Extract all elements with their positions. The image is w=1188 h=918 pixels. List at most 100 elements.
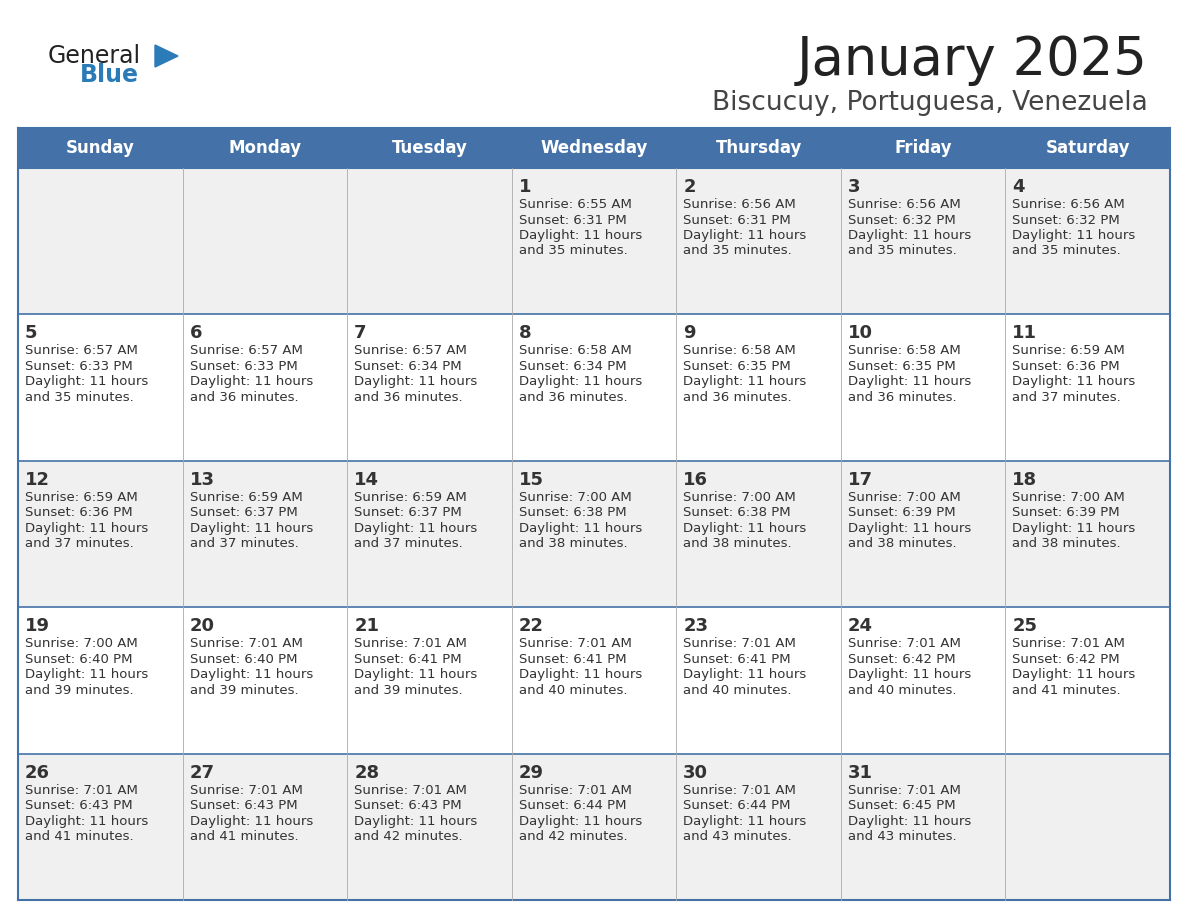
Text: Sunrise: 6:55 AM: Sunrise: 6:55 AM (519, 198, 632, 211)
Text: and 41 minutes.: and 41 minutes. (1012, 684, 1121, 697)
Bar (18, 128, 1170, 168)
Text: 5: 5 (25, 324, 38, 342)
Text: Sunset: 6:42 PM: Sunset: 6:42 PM (848, 653, 955, 666)
Text: and 42 minutes.: and 42 minutes. (354, 830, 463, 843)
Text: Sunrise: 6:58 AM: Sunrise: 6:58 AM (683, 344, 796, 357)
Text: Sunrise: 6:56 AM: Sunrise: 6:56 AM (1012, 198, 1125, 211)
Text: Sunrise: 7:01 AM: Sunrise: 7:01 AM (683, 784, 796, 797)
Text: and 38 minutes.: and 38 minutes. (1012, 537, 1121, 550)
Text: Daylight: 11 hours: Daylight: 11 hours (190, 521, 312, 535)
Text: Sunrise: 7:01 AM: Sunrise: 7:01 AM (683, 637, 796, 650)
Text: Daylight: 11 hours: Daylight: 11 hours (25, 521, 148, 535)
Text: Sunrise: 6:58 AM: Sunrise: 6:58 AM (519, 344, 632, 357)
Bar (18, 168, 1170, 314)
Text: Sunset: 6:33 PM: Sunset: 6:33 PM (25, 360, 133, 373)
Text: Sunrise: 6:56 AM: Sunrise: 6:56 AM (848, 198, 961, 211)
Text: Sunset: 6:40 PM: Sunset: 6:40 PM (25, 653, 133, 666)
Text: Sunset: 6:35 PM: Sunset: 6:35 PM (683, 360, 791, 373)
Text: and 38 minutes.: and 38 minutes. (848, 537, 956, 550)
Text: 6: 6 (190, 324, 202, 342)
Text: and 36 minutes.: and 36 minutes. (190, 391, 298, 404)
Text: 4: 4 (1012, 178, 1025, 196)
Text: Daylight: 11 hours: Daylight: 11 hours (25, 668, 148, 681)
Text: Thursday: Thursday (715, 139, 802, 157)
Text: and 36 minutes.: and 36 minutes. (519, 391, 627, 404)
Text: Biscucuy, Portuguesa, Venezuela: Biscucuy, Portuguesa, Venezuela (713, 90, 1148, 116)
Text: and 37 minutes.: and 37 minutes. (354, 537, 463, 550)
Text: Daylight: 11 hours: Daylight: 11 hours (848, 375, 971, 388)
Text: Sunrise: 7:01 AM: Sunrise: 7:01 AM (848, 637, 961, 650)
Text: Saturday: Saturday (1045, 139, 1130, 157)
Text: Daylight: 11 hours: Daylight: 11 hours (1012, 521, 1136, 535)
Polygon shape (154, 45, 178, 67)
Bar (18, 461, 1170, 607)
Text: Daylight: 11 hours: Daylight: 11 hours (190, 375, 312, 388)
Text: Daylight: 11 hours: Daylight: 11 hours (25, 375, 148, 388)
Text: and 35 minutes.: and 35 minutes. (683, 244, 792, 258)
Text: Sunrise: 6:59 AM: Sunrise: 6:59 AM (354, 491, 467, 504)
Text: 29: 29 (519, 764, 544, 781)
Text: General: General (48, 44, 141, 68)
Text: Sunrise: 7:00 AM: Sunrise: 7:00 AM (1012, 491, 1125, 504)
Text: and 40 minutes.: and 40 minutes. (848, 684, 956, 697)
Text: Sunday: Sunday (65, 139, 134, 157)
Text: Sunrise: 7:01 AM: Sunrise: 7:01 AM (190, 637, 303, 650)
Text: Sunset: 6:36 PM: Sunset: 6:36 PM (25, 507, 133, 520)
Text: Daylight: 11 hours: Daylight: 11 hours (683, 814, 807, 828)
Text: and 41 minutes.: and 41 minutes. (25, 830, 133, 843)
Text: Sunrise: 7:01 AM: Sunrise: 7:01 AM (848, 784, 961, 797)
Text: 17: 17 (848, 471, 873, 488)
Text: Daylight: 11 hours: Daylight: 11 hours (683, 229, 807, 242)
Text: and 35 minutes.: and 35 minutes. (848, 244, 956, 258)
Text: Daylight: 11 hours: Daylight: 11 hours (1012, 668, 1136, 681)
Text: and 39 minutes.: and 39 minutes. (25, 684, 133, 697)
Text: Daylight: 11 hours: Daylight: 11 hours (354, 521, 478, 535)
Text: Sunset: 6:40 PM: Sunset: 6:40 PM (190, 653, 297, 666)
Text: Daylight: 11 hours: Daylight: 11 hours (354, 814, 478, 828)
Text: and 39 minutes.: and 39 minutes. (190, 684, 298, 697)
Text: 9: 9 (683, 324, 696, 342)
Text: 31: 31 (848, 764, 873, 781)
Text: Sunset: 6:41 PM: Sunset: 6:41 PM (354, 653, 462, 666)
Text: Sunrise: 7:00 AM: Sunrise: 7:00 AM (519, 491, 632, 504)
Text: Friday: Friday (895, 139, 952, 157)
Text: and 37 minutes.: and 37 minutes. (190, 537, 298, 550)
Text: 1: 1 (519, 178, 531, 196)
Text: Sunset: 6:42 PM: Sunset: 6:42 PM (1012, 653, 1120, 666)
Text: Sunrise: 7:01 AM: Sunrise: 7:01 AM (354, 637, 467, 650)
Text: Sunset: 6:35 PM: Sunset: 6:35 PM (848, 360, 955, 373)
Text: January 2025: January 2025 (797, 34, 1148, 86)
Text: Daylight: 11 hours: Daylight: 11 hours (519, 814, 642, 828)
Text: Daylight: 11 hours: Daylight: 11 hours (519, 229, 642, 242)
Text: Sunrise: 7:01 AM: Sunrise: 7:01 AM (519, 784, 632, 797)
Text: Sunrise: 7:01 AM: Sunrise: 7:01 AM (519, 637, 632, 650)
Text: and 38 minutes.: and 38 minutes. (683, 537, 792, 550)
Text: Daylight: 11 hours: Daylight: 11 hours (190, 814, 312, 828)
Text: 25: 25 (1012, 617, 1037, 635)
Text: Sunset: 6:37 PM: Sunset: 6:37 PM (354, 507, 462, 520)
Text: and 43 minutes.: and 43 minutes. (683, 830, 792, 843)
Text: Wednesday: Wednesday (541, 139, 647, 157)
Text: Sunrise: 6:59 AM: Sunrise: 6:59 AM (190, 491, 302, 504)
Text: Sunset: 6:31 PM: Sunset: 6:31 PM (519, 214, 626, 227)
Text: 15: 15 (519, 471, 544, 488)
Text: Sunset: 6:41 PM: Sunset: 6:41 PM (519, 653, 626, 666)
Text: 20: 20 (190, 617, 215, 635)
Text: and 36 minutes.: and 36 minutes. (354, 391, 463, 404)
Text: Sunset: 6:43 PM: Sunset: 6:43 PM (25, 799, 133, 812)
Text: Sunset: 6:45 PM: Sunset: 6:45 PM (848, 799, 955, 812)
Text: Tuesday: Tuesday (392, 139, 467, 157)
Text: Sunset: 6:39 PM: Sunset: 6:39 PM (1012, 507, 1120, 520)
Text: Sunset: 6:43 PM: Sunset: 6:43 PM (190, 799, 297, 812)
Text: Monday: Monday (228, 139, 302, 157)
Text: Sunset: 6:36 PM: Sunset: 6:36 PM (1012, 360, 1120, 373)
Text: 16: 16 (683, 471, 708, 488)
Text: Sunrise: 6:59 AM: Sunrise: 6:59 AM (1012, 344, 1125, 357)
Text: 12: 12 (25, 471, 50, 488)
Text: Sunset: 6:39 PM: Sunset: 6:39 PM (848, 507, 955, 520)
Text: and 36 minutes.: and 36 minutes. (848, 391, 956, 404)
Text: 7: 7 (354, 324, 367, 342)
Text: and 35 minutes.: and 35 minutes. (519, 244, 627, 258)
Text: 28: 28 (354, 764, 379, 781)
Text: Sunrise: 6:58 AM: Sunrise: 6:58 AM (848, 344, 961, 357)
